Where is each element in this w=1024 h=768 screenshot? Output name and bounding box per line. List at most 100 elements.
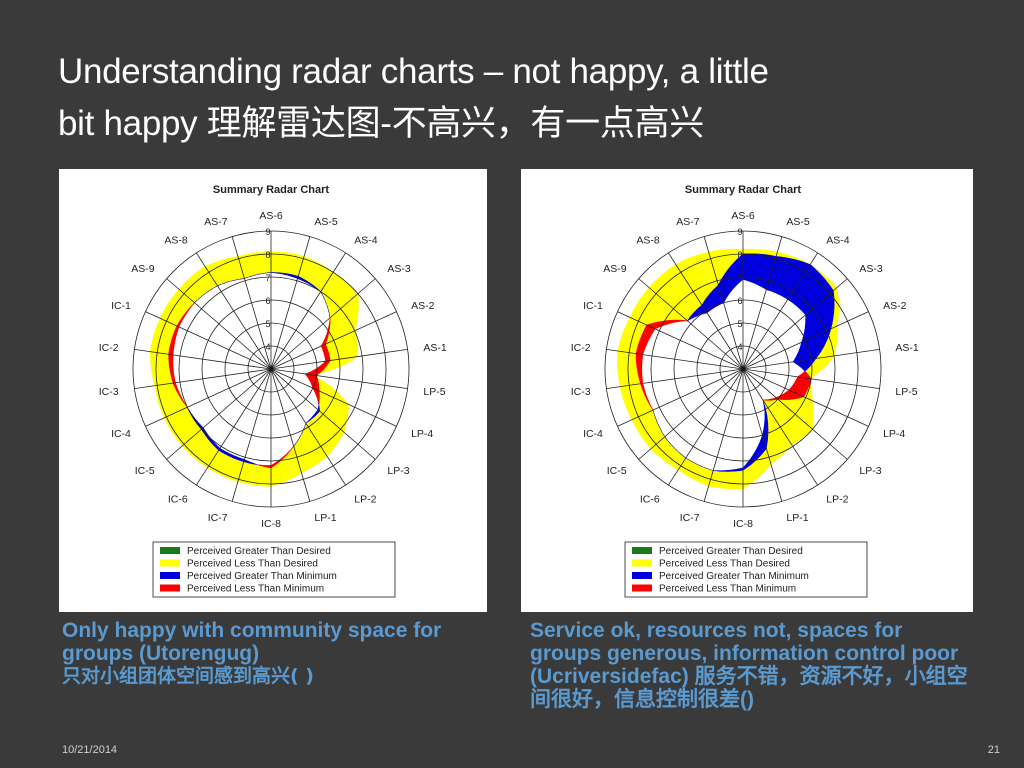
radar-spoke <box>145 368 272 427</box>
radar-axis-label: AS-6 <box>259 210 283 222</box>
radar-spoke <box>231 368 272 502</box>
radar-band-segment <box>275 272 281 274</box>
radar-axis-label: AS-9 <box>131 263 155 275</box>
radar-band-segment <box>168 363 174 370</box>
radar-spoke <box>270 236 311 370</box>
legend-swatch <box>160 572 180 579</box>
radar-spoke <box>270 348 408 370</box>
radar-spoke <box>742 368 880 390</box>
chart-title: Summary Radar Chart <box>685 184 801 196</box>
radar-band-segment <box>151 368 172 375</box>
radar-spoke <box>196 252 272 370</box>
radar-spoke <box>742 252 818 370</box>
radar-axis-label: AS-5 <box>786 216 810 228</box>
radar-tick-label: 6 <box>265 296 270 306</box>
radar-center-dot <box>269 367 273 371</box>
radar-spoke <box>742 348 880 370</box>
radar-axis-label: AS-2 <box>411 300 435 312</box>
radar-axis-label: IC-1 <box>111 300 131 312</box>
radar-band-segment <box>635 358 643 365</box>
caption-left-english: Only happy with community space for grou… <box>62 619 442 665</box>
radar-band-segment <box>732 468 739 472</box>
radar-axis-label: AS-7 <box>204 216 228 228</box>
radar-axis-label: AS-5 <box>314 216 338 228</box>
radar-band-segment <box>257 464 263 467</box>
radar-spoke <box>270 368 346 486</box>
legend-swatch <box>160 547 180 554</box>
radar-axis-label: IC-4 <box>111 428 131 440</box>
radar-spoke <box>270 368 397 427</box>
radar-band-segment <box>168 358 174 365</box>
radar-spoke <box>606 348 744 370</box>
legend-swatch <box>160 584 180 592</box>
legend-label: Perceived Less Than Desired <box>187 559 318 570</box>
radar-fill-layer <box>149 251 359 487</box>
caption-left-chinese: 只对小组团体空间感到高兴( ) <box>62 665 314 687</box>
radar-spoke <box>166 278 272 370</box>
radar-tick-label: 9 <box>265 227 270 237</box>
chart-legend <box>152 541 396 598</box>
radar-spoke <box>270 368 376 460</box>
radar-band-segment <box>636 368 643 375</box>
radar-axis-label: IC-3 <box>571 386 591 398</box>
radar-spoke <box>638 368 744 460</box>
radar-axis-label: LP-2 <box>354 494 376 506</box>
radar-band-segment <box>270 464 277 487</box>
radar-spoke <box>742 236 783 370</box>
radar-band-segment <box>636 363 643 370</box>
radar-spoke <box>145 311 272 370</box>
radar-chart-left: Summary Radar Chart AS-6 AS-5 AS-4 AS-3 AS-2 A… <box>59 169 487 612</box>
radar-band-segment <box>169 368 175 375</box>
radar-spoke <box>703 236 744 370</box>
radar-spoke <box>196 368 272 486</box>
radar-band-segment <box>279 272 286 275</box>
radar-tick-label: 8 <box>265 250 270 260</box>
radar-axis-label: IC-7 <box>680 512 700 524</box>
radar-axis-label: AS-4 <box>826 234 850 246</box>
radar-axis-label: IC-2 <box>571 342 591 354</box>
legend-label: Perceived Greater Than Desired <box>187 546 331 557</box>
radar-axis-label: AS-8 <box>636 234 660 246</box>
radar-spoke <box>703 368 744 502</box>
legend-label: Perceived Less Than Minimum <box>659 584 796 595</box>
radar-axis-label: LP-2 <box>826 494 848 506</box>
radar-spoke <box>742 368 783 502</box>
radar-spoke <box>742 368 818 486</box>
radar-axis-label: LP-1 <box>314 512 336 524</box>
radar-band-segment <box>737 467 744 472</box>
radar-band-segment <box>722 469 729 472</box>
radar-axis-label: AS-4 <box>354 234 378 246</box>
radar-band-segment <box>190 302 195 307</box>
legend-label: Perceived Greater Than Minimum <box>187 571 337 582</box>
radar-tick-label: 7 <box>737 273 742 283</box>
radar-axis-label: AS-3 <box>387 263 411 275</box>
radar-spoke <box>606 368 744 390</box>
radar-band-segment <box>753 248 761 255</box>
radar-axis-label: IC-1 <box>583 300 603 312</box>
radar-axis-label: LP-5 <box>895 386 917 398</box>
radar-chart-svg-left: Summary Radar Chart AS-6 AS-5 AS-4 AS-3 AS-2 A… <box>99 184 447 598</box>
radar-band-segment <box>742 248 750 255</box>
radar-tick-label: 4 <box>265 342 270 352</box>
legend-label: Perceived Greater Than Desired <box>659 546 803 557</box>
radar-tick-label: 5 <box>737 319 742 329</box>
slide-date: 10/21/2014 <box>62 744 118 756</box>
radar-axis-label: IC-6 <box>168 494 188 506</box>
radar-axis-label: AS-3 <box>859 263 883 275</box>
radar-axis-label: IC-7 <box>208 512 228 524</box>
legend-swatch <box>632 559 652 567</box>
radar-band-segment <box>742 466 749 490</box>
radar-spoke <box>617 311 744 370</box>
radar-chart-svg-right: Summary Radar Chart AS-6 AS-5 AS-4 AS-3 AS-2 A… <box>571 184 919 598</box>
radar-spoke <box>668 368 744 486</box>
radar-axis-label: LP-4 <box>883 428 905 440</box>
radar-axis-label: AS-1 <box>423 342 447 354</box>
radar-spoke <box>617 368 744 427</box>
radar-spoke <box>166 368 272 460</box>
radar-spoke <box>270 278 376 370</box>
radar-tick-label: 7 <box>265 273 270 283</box>
radar-axis-label: IC-5 <box>135 465 155 477</box>
radar-band-segment <box>679 319 688 322</box>
slide-page-number: 21 <box>987 744 1000 756</box>
radar-spoke <box>134 348 272 370</box>
